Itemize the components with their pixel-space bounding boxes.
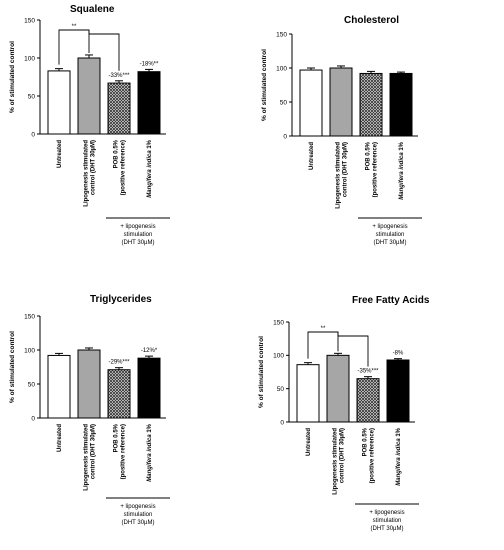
bar-pob	[107, 369, 131, 419]
y-tick-label: 100	[24, 347, 35, 354]
bar-pob	[107, 82, 131, 135]
bar-untreated	[47, 70, 71, 135]
category-label: Untreated	[57, 140, 63, 168]
y-tick-label: 0	[31, 415, 35, 422]
y-axis-label: % of stimulated control	[9, 41, 16, 113]
category-label: Mangifera indica 1%	[396, 427, 402, 485]
y-tick-label: 150	[273, 319, 284, 326]
category-label: Mangifera indica 1%	[399, 141, 405, 199]
category-label: Lipogenesis stimulated	[84, 424, 90, 491]
stimulation-label: (DHT 30µM)	[370, 526, 403, 532]
stimulation-label: stimulation	[124, 512, 153, 518]
category-label: POB 0.5%	[114, 139, 120, 168]
bar-mangifera	[137, 357, 161, 419]
stimulation-label: + lipogenesis	[372, 224, 407, 230]
category-label: Lipogenesis stimulated	[84, 140, 90, 207]
bar-pob	[356, 378, 380, 423]
data-annotation: -29%***	[108, 360, 130, 366]
category-label: Mangifera indica 1%	[147, 423, 153, 481]
category-label: Lipogenesis stimulated	[333, 428, 339, 495]
category-label: Untreated	[309, 142, 315, 170]
comparison-bracket	[88, 30, 120, 71]
stimulation-label: (DHT 30µM)	[121, 240, 154, 246]
comparison-bracket	[337, 332, 369, 367]
data-annotation: -33%***	[108, 73, 130, 79]
stimulation-label: (DHT 30µM)	[373, 240, 406, 246]
stimulation-label: + lipogenesis	[120, 224, 155, 230]
y-tick-label: 50	[28, 93, 36, 100]
stimulation-label: (DHT 30µM)	[121, 520, 154, 526]
bar-untreated	[299, 69, 323, 137]
y-axis-label: % of stimulated control	[9, 331, 16, 403]
chart-panel-2: Cholesterol 0 50 100 150 % of stimulated cont…	[261, 15, 422, 246]
significance-bracket	[307, 331, 339, 359]
category-label: (positive reference)	[121, 424, 127, 479]
category-label: POB 0.5%	[114, 423, 120, 452]
bar-stimulated	[77, 349, 101, 419]
y-tick-label: 150	[276, 31, 287, 38]
chart-title: Triglycerides	[90, 294, 152, 305]
category-label: Lipogenesis stimulated	[336, 142, 342, 209]
stimulation-label: stimulation	[124, 232, 153, 238]
category-label: control (DHT 30µM)	[343, 142, 349, 197]
y-tick-label: 50	[280, 99, 288, 106]
chart-title: Squalene	[70, 4, 115, 15]
significance-bracket	[58, 29, 90, 65]
category-label: POB 0.5%	[366, 141, 372, 170]
y-tick-label: 0	[283, 133, 287, 140]
category-label: Mangifera indica 1%	[147, 139, 153, 197]
y-tick-label: 0	[280, 419, 284, 426]
category-label: (positive reference)	[370, 428, 376, 483]
significance-label: **	[72, 24, 77, 30]
y-tick-label: 50	[277, 386, 285, 393]
significance-label: **	[321, 326, 326, 332]
chart-panel-3: Triglycerides 0 50 100 150 % of stimulated co…	[9, 294, 170, 526]
chart-panel-1: Squalene 0 50 100 150 % of stimulated control…	[9, 4, 170, 246]
category-label: POB 0.5%	[363, 427, 369, 456]
bar-stimulated	[77, 57, 101, 135]
y-axis-label: % of stimulated control	[261, 49, 268, 121]
category-label: (positive reference)	[121, 140, 127, 195]
y-tick-label: 100	[24, 55, 35, 62]
category-label: control (DHT 30µM)	[91, 424, 97, 479]
bar-stimulated	[329, 67, 353, 137]
y-tick-label: 150	[24, 313, 35, 320]
data-annotation: -18%**	[140, 61, 159, 67]
stimulation-label: + lipogenesis	[120, 504, 155, 510]
chart-title: Free Fatty Acids	[352, 295, 430, 306]
data-annotation: -8%	[393, 351, 404, 357]
y-tick-label: 100	[273, 353, 284, 360]
stimulation-label: stimulation	[373, 518, 402, 524]
stimulation-label: + lipogenesis	[369, 510, 404, 516]
y-tick-label: 50	[28, 381, 36, 388]
data-annotation: -35%***	[357, 369, 379, 375]
bar-untreated	[296, 364, 320, 423]
category-label: Untreated	[57, 424, 63, 452]
y-tick-label: 100	[276, 65, 287, 72]
category-label: (positive reference)	[373, 142, 379, 197]
chart-title: Cholesterol	[344, 15, 399, 26]
bar-mangifera	[137, 71, 161, 135]
category-label: control (DHT 30µM)	[91, 140, 97, 195]
bar-mangifera	[386, 359, 410, 423]
bar-stimulated	[326, 354, 350, 423]
y-tick-label: 0	[31, 131, 35, 138]
y-tick-label: 150	[24, 17, 35, 24]
y-axis-label: % of stimulated control	[258, 336, 265, 408]
stimulation-label: stimulation	[376, 232, 405, 238]
data-annotation: -12%*	[141, 348, 158, 354]
chart-panel-4: Free Fatty Acids 0 50 100 150 % of stimulated…	[258, 295, 430, 532]
bar-pob	[359, 72, 383, 137]
category-label: Untreated	[306, 428, 312, 456]
bar-untreated	[47, 354, 71, 419]
category-label: control (DHT 30µM)	[340, 428, 346, 483]
bar-mangifera	[389, 72, 413, 137]
